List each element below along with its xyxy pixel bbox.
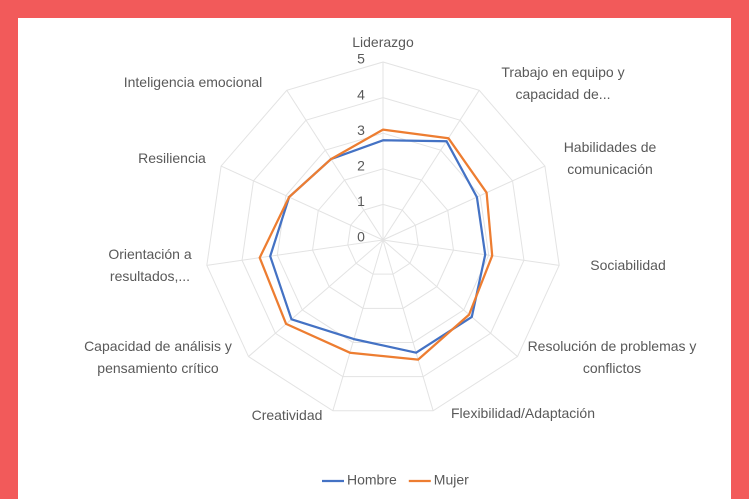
category-label: Capacidad de análisis y pensamiento crít… (84, 338, 232, 376)
y-tick-label: 0 (357, 229, 365, 245)
grid-ring (276, 132, 490, 343)
spoke (286, 89, 384, 241)
y-tick-label: 4 (357, 86, 365, 102)
y-tick-label: 1 (357, 193, 365, 209)
spoke (220, 165, 384, 241)
category-label: Sociabilidad (590, 257, 666, 273)
category-label: Resolución de problemas y conflictos (527, 338, 697, 376)
category-label: Creatividad (251, 407, 323, 423)
spoke (382, 239, 518, 357)
grid-ring (347, 203, 419, 275)
legend-label: Hombre (347, 472, 397, 488)
grid-ring (312, 168, 454, 309)
series-line (258, 128, 494, 361)
spoke (382, 239, 560, 266)
category-label: Liderazgo (352, 34, 414, 50)
category-label: Inteligencia emocional (123, 74, 263, 90)
spoke (382, 89, 480, 241)
y-tick-label: 3 (357, 122, 365, 138)
spoke (206, 239, 384, 266)
legend-label: Mujer (434, 472, 469, 488)
spoke (382, 165, 546, 241)
chart-area (18, 18, 731, 499)
y-tick-label: 2 (357, 158, 365, 174)
spoke (332, 239, 384, 411)
grid-ring (241, 97, 525, 378)
category-label: Habilidades de comunicación (563, 139, 657, 177)
spoke (248, 239, 384, 357)
grid-ring (206, 61, 560, 412)
y-tick-label: 5 (357, 51, 365, 67)
category-label: Flexibilidad/Adaptación (451, 405, 595, 421)
spoke (382, 239, 434, 411)
category-label: Resiliencia (138, 150, 206, 166)
category-label: Orientación a resultados,... (108, 246, 192, 284)
category-label: Trabajo en equipo y capacidad de... (501, 64, 625, 102)
